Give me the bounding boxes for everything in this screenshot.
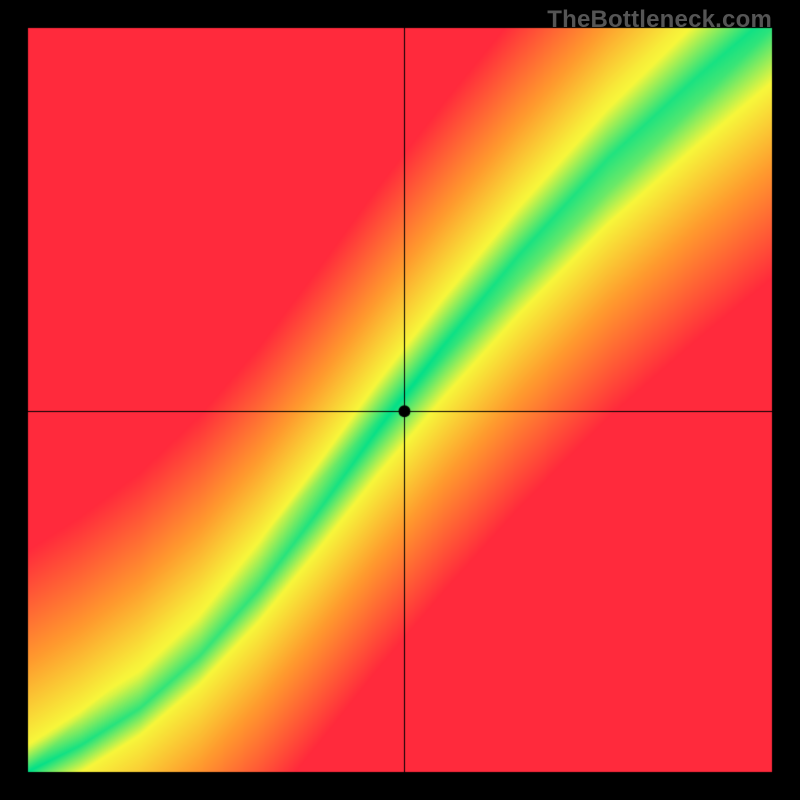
watermark-text: TheBottleneck.com: [547, 6, 772, 34]
bottleneck-heatmap: [0, 0, 800, 800]
chart-container: TheBottleneck.com: [0, 0, 800, 800]
